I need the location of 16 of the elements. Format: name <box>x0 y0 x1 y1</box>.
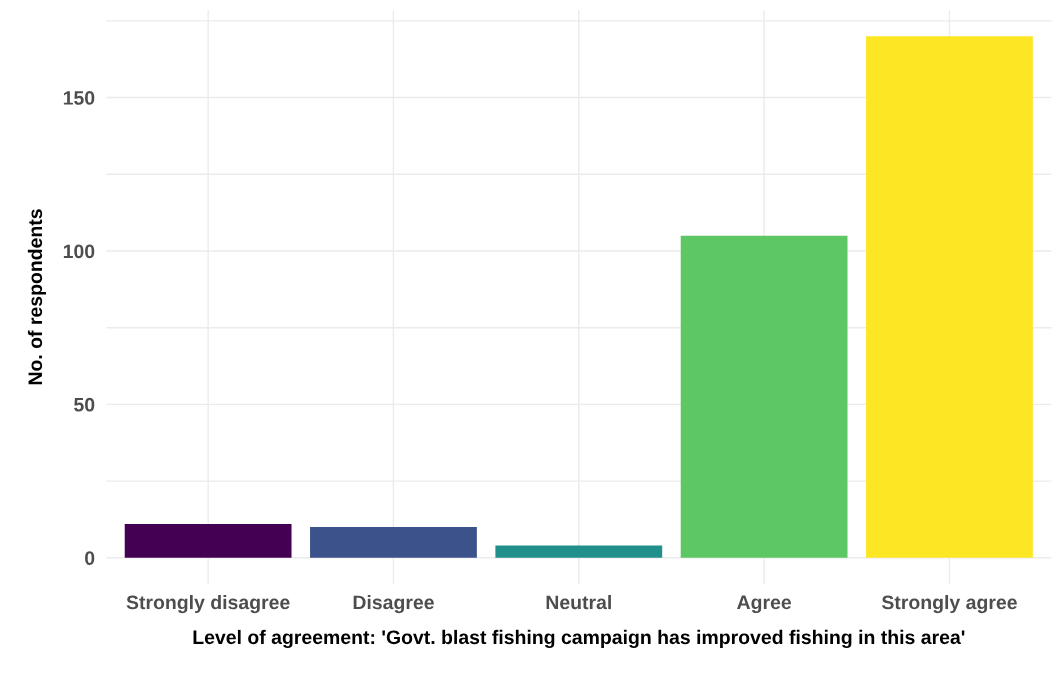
bar <box>680 235 848 558</box>
x-tick-label: Disagree <box>353 594 434 614</box>
x-axis-title: Level of agreement: 'Govt. blast fishing campaign has improved fishing in this area' <box>193 629 965 649</box>
x-tick-label: Strongly agree <box>881 594 1017 614</box>
x-tick-label: Agree <box>737 595 792 614</box>
x-tick-label: Neutral <box>546 594 611 610</box>
y-tick-label: 0 <box>85 551 95 566</box>
bar <box>866 36 1033 558</box>
y-tick-label: 100 <box>63 244 95 259</box>
bar <box>124 524 292 558</box>
bar <box>310 527 477 558</box>
y-tick-label: 150 <box>63 91 95 105</box>
y-tick-label: 50 <box>74 397 95 412</box>
y-axis-title: No. of respondents <box>27 209 46 385</box>
bar <box>495 545 663 558</box>
x-tick-label: Strongly disagree <box>126 594 290 614</box>
